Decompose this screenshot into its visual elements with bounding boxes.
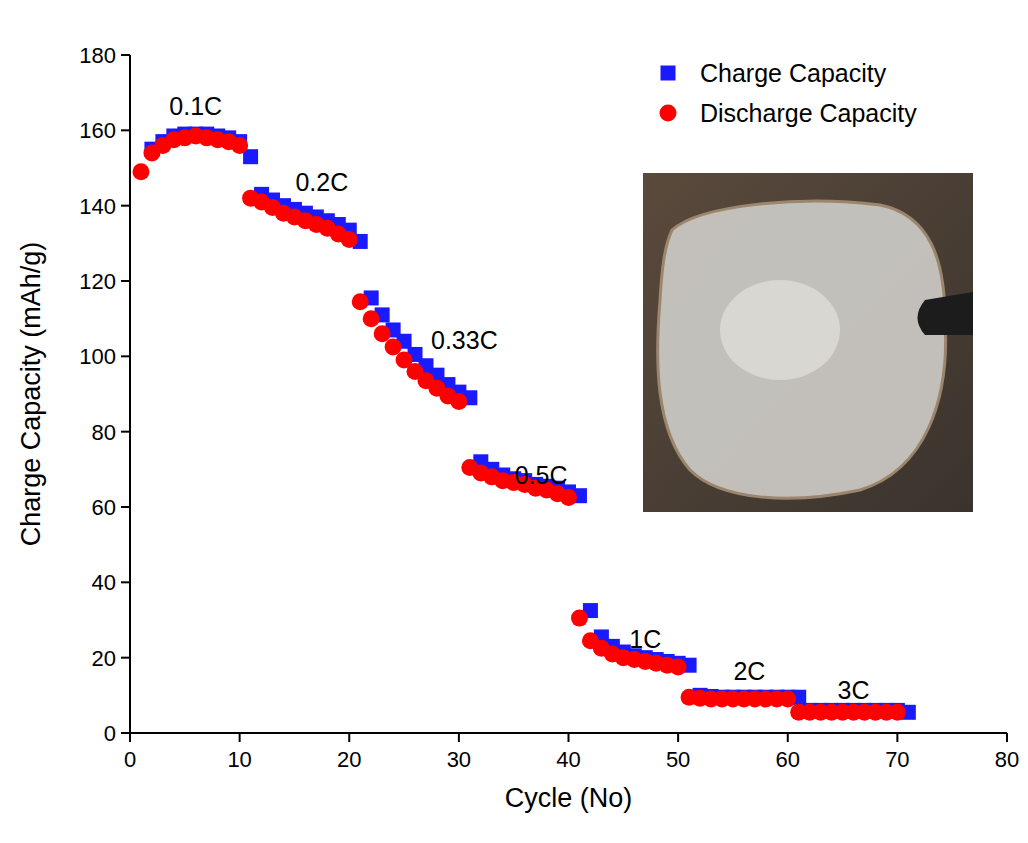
rate-annotation: 0.2C <box>295 168 348 196</box>
circle-point <box>779 691 796 708</box>
rate-annotation: 0.1C <box>169 92 222 120</box>
circle-point <box>374 325 391 342</box>
data-marks <box>132 127 915 721</box>
y-tick <box>121 732 130 734</box>
x-axis-title: Cycle (No) <box>505 783 633 813</box>
legend: Charge Capacity Discharge Capacity <box>660 59 918 127</box>
rate-annotation: 1C <box>629 625 661 653</box>
y-tick-label: 100 <box>79 344 116 369</box>
y-tick-label: 160 <box>79 118 116 143</box>
x-tick-label: 60 <box>776 747 800 772</box>
circle-point <box>670 659 687 676</box>
y-tick-label: 0 <box>104 721 116 746</box>
rate-annotation: 0.33C <box>431 326 498 354</box>
legend-marker <box>661 66 676 81</box>
x-tick <box>677 733 679 742</box>
x-tick <box>896 733 898 742</box>
circle-point <box>231 137 248 154</box>
y-tick <box>121 129 130 131</box>
y-tick-label: 20 <box>92 646 116 671</box>
y-tick-label: 40 <box>92 570 116 595</box>
legend-label: Discharge Capacity <box>700 99 917 127</box>
y-tick-label: 140 <box>79 194 116 219</box>
x-tick <box>239 733 241 742</box>
chart: 0 10 20 30 40 50 60 70 80 0 20 40 60 80 100 120 140 160 18… <box>0 0 1028 843</box>
photo-background <box>643 173 973 512</box>
photo-probe <box>918 292 974 335</box>
y-tick-label: 60 <box>92 495 116 520</box>
y-tick-label: 120 <box>79 269 116 294</box>
axes: 0 10 20 30 40 50 60 70 80 0 20 40 60 80 100 120 140 160 18… <box>79 43 1019 772</box>
series-0 <box>144 127 915 720</box>
circle-point <box>560 489 577 506</box>
x-tick <box>129 733 131 742</box>
y-tick <box>121 355 130 357</box>
photo-membrane <box>658 201 946 498</box>
circle-point <box>385 338 402 355</box>
x-tick-label: 70 <box>885 747 909 772</box>
circle-point <box>341 231 358 248</box>
y-tick <box>121 581 130 583</box>
y-tick-label: 180 <box>79 43 116 68</box>
x-tick <box>348 733 350 742</box>
rate-annotation: 2C <box>733 657 765 685</box>
circle-point <box>571 610 588 627</box>
x-tick-label: 0 <box>124 747 136 772</box>
rate-annotation: 3C <box>838 676 870 704</box>
y-axis-title: Charge Capacity (mAh/g) <box>16 242 46 547</box>
rate-annotation: 0.5C <box>515 461 568 489</box>
x-tick-label: 20 <box>337 747 361 772</box>
y-tick <box>121 54 130 56</box>
legend-marker <box>660 105 677 122</box>
circle-point <box>132 163 149 180</box>
circle-point <box>889 704 906 721</box>
y-axis-line <box>129 55 131 733</box>
circle-point <box>450 393 467 410</box>
inset-photo <box>643 173 973 512</box>
x-tick-label: 50 <box>666 747 690 772</box>
circle-point <box>363 310 380 327</box>
y-tick <box>121 506 130 508</box>
y-tick-label: 80 <box>92 420 116 445</box>
legend-label: Charge Capacity <box>700 59 887 87</box>
x-tick-label: 10 <box>227 747 251 772</box>
y-tick <box>121 205 130 207</box>
y-tick <box>121 280 130 282</box>
y-tick <box>121 657 130 659</box>
y-tick <box>121 431 130 433</box>
series-1 <box>132 127 905 720</box>
x-tick <box>1006 733 1008 742</box>
x-tick-label: 40 <box>556 747 580 772</box>
photo-highlight <box>720 280 840 380</box>
circle-point <box>352 293 369 310</box>
x-tick <box>568 733 570 742</box>
x-tick-label: 30 <box>447 747 471 772</box>
x-tick-label: 80 <box>995 747 1019 772</box>
x-tick <box>458 733 460 742</box>
x-tick <box>787 733 789 742</box>
